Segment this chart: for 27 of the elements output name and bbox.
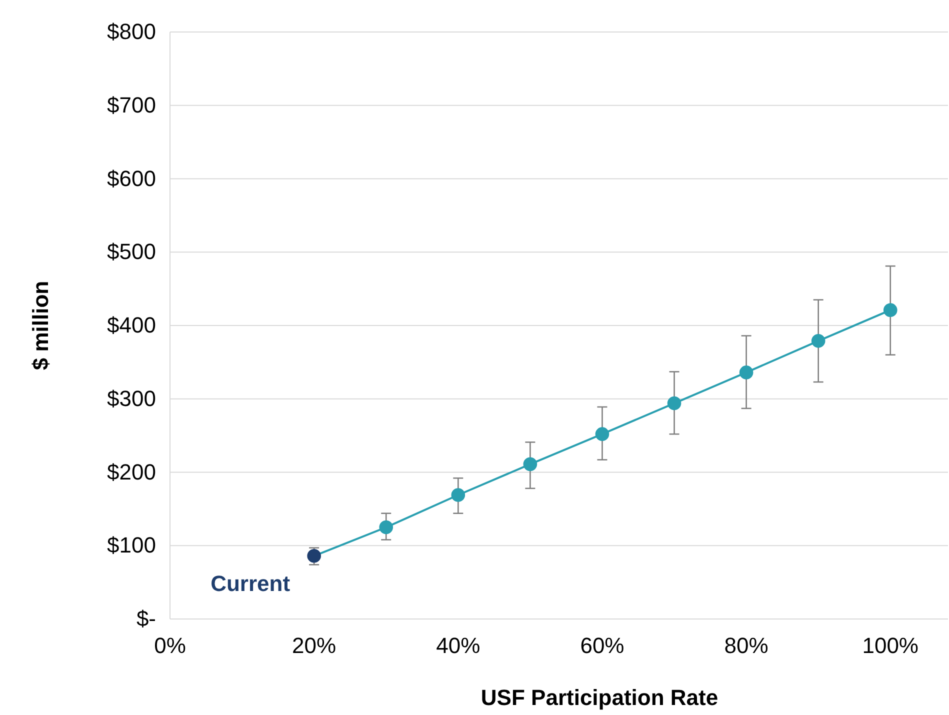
- x-tick-label: 0%: [154, 632, 186, 658]
- annotation: Current: [210, 570, 291, 596]
- point: [811, 334, 826, 348]
- y-tick-label: $600: [107, 166, 156, 191]
- y-tick-label: $-: [136, 606, 156, 632]
- point: [523, 457, 538, 472]
- point: [451, 488, 466, 502]
- x-tick-label: 80%: [724, 632, 768, 658]
- x-axis-title: USF Participation Rate: [480, 685, 718, 710]
- point: [739, 366, 754, 380]
- y-tick-label: $800: [107, 19, 156, 44]
- y-axis-title: $ million: [28, 280, 53, 370]
- y-tick-label: $100: [107, 532, 156, 558]
- y-tick-label: $700: [107, 92, 156, 118]
- y-tick-label: $200: [107, 459, 156, 484]
- point: [883, 303, 898, 317]
- point: [307, 549, 321, 563]
- x-tick-label: 60%: [580, 632, 624, 658]
- point: [595, 427, 610, 441]
- point: [379, 520, 394, 534]
- y-tick-label: $500: [107, 239, 156, 264]
- y-tick-label: $400: [107, 312, 156, 338]
- x-tick-label: 100%: [862, 632, 919, 658]
- point: [667, 396, 682, 410]
- y-tick-label: $300: [107, 386, 156, 411]
- x-tick-label: 20%: [292, 632, 336, 658]
- x-tick-label: 40%: [436, 632, 480, 658]
